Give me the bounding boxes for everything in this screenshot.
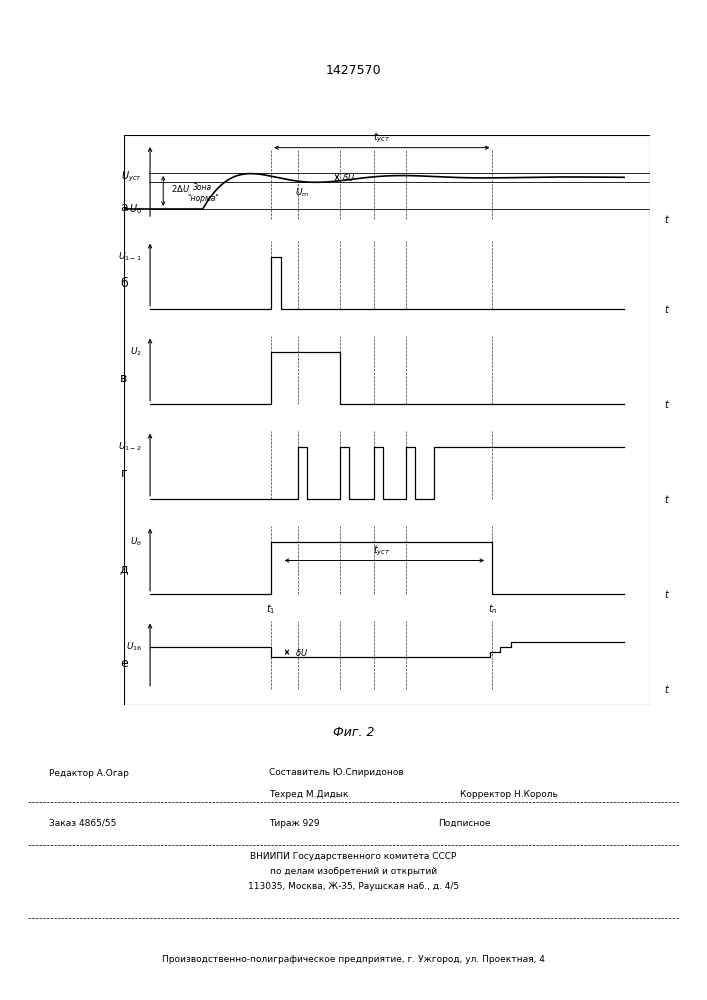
- Text: $U_{уст}$: $U_{уст}$: [121, 170, 142, 184]
- Text: $U_{1-2}$: $U_{1-2}$: [119, 441, 142, 453]
- Text: $t_n$: $t_n$: [488, 602, 497, 616]
- Text: $2\Delta U$: $2\Delta U$: [171, 183, 190, 194]
- Text: Редактор А.Огар: Редактор А.Огар: [49, 769, 129, 778]
- Text: Корректор Н.Король: Корректор Н.Король: [460, 790, 557, 799]
- Text: $\delta U$: $\delta U$: [342, 172, 356, 183]
- Text: $t$: $t$: [664, 213, 670, 225]
- Text: $U_0$: $U_0$: [129, 202, 142, 216]
- Text: а: а: [120, 201, 127, 214]
- Text: $U_m$: $U_m$: [295, 187, 309, 199]
- Text: Подписное: Подписное: [438, 819, 491, 828]
- Text: $t_{уст}$: $t_{уст}$: [373, 131, 391, 145]
- Text: по делам изобретений и открытий: по делам изобретений и открытий: [270, 867, 437, 876]
- Text: г: г: [120, 467, 127, 480]
- Text: Составитель Ю.Спиридонов: Составитель Ю.Спиридонов: [269, 768, 404, 777]
- Text: б: б: [120, 277, 127, 290]
- Text: $t$: $t$: [664, 588, 670, 600]
- Text: 113035, Москва, Ж-35, Раушская наб., д. 4/5: 113035, Москва, Ж-35, Раушская наб., д. …: [248, 882, 459, 891]
- Text: Производственно-полиграфическое предприятие, г. Ужгород, ул. Проектная, 4: Производственно-полиграфическое предприя…: [162, 954, 545, 964]
- Text: Фиг. 2: Фиг. 2: [333, 726, 374, 738]
- Text: в: в: [120, 372, 127, 385]
- Text: Зона
"норма": Зона "норма": [187, 183, 218, 203]
- Text: Заказ 4865/55: Заказ 4865/55: [49, 819, 117, 828]
- Text: д: д: [119, 562, 128, 575]
- Text: Тираж 929: Тираж 929: [269, 819, 320, 828]
- Text: $t_1$: $t_1$: [267, 602, 276, 616]
- Text: $t$: $t$: [664, 303, 670, 315]
- Text: $t$: $t$: [664, 398, 670, 410]
- Text: $\delta U$: $\delta U$: [295, 647, 308, 658]
- Text: ВНИИПИ Государственного комитета СССР: ВНИИПИ Государственного комитета СССР: [250, 852, 457, 861]
- Text: Техред М.Дидык: Техред М.Дидык: [269, 790, 348, 799]
- Text: $t$: $t$: [664, 493, 670, 505]
- Text: $t$: $t$: [664, 683, 670, 695]
- Text: $U_б$: $U_б$: [130, 536, 142, 548]
- Text: $t_{уст}$: $t_{уст}$: [373, 544, 391, 558]
- Text: $U_{1-1}$: $U_{1-1}$: [118, 251, 142, 263]
- Text: $U_{16}$: $U_{16}$: [126, 641, 142, 653]
- Text: $U_2$: $U_2$: [130, 346, 142, 358]
- Text: е: е: [120, 657, 127, 670]
- Text: 1427570: 1427570: [326, 64, 381, 77]
